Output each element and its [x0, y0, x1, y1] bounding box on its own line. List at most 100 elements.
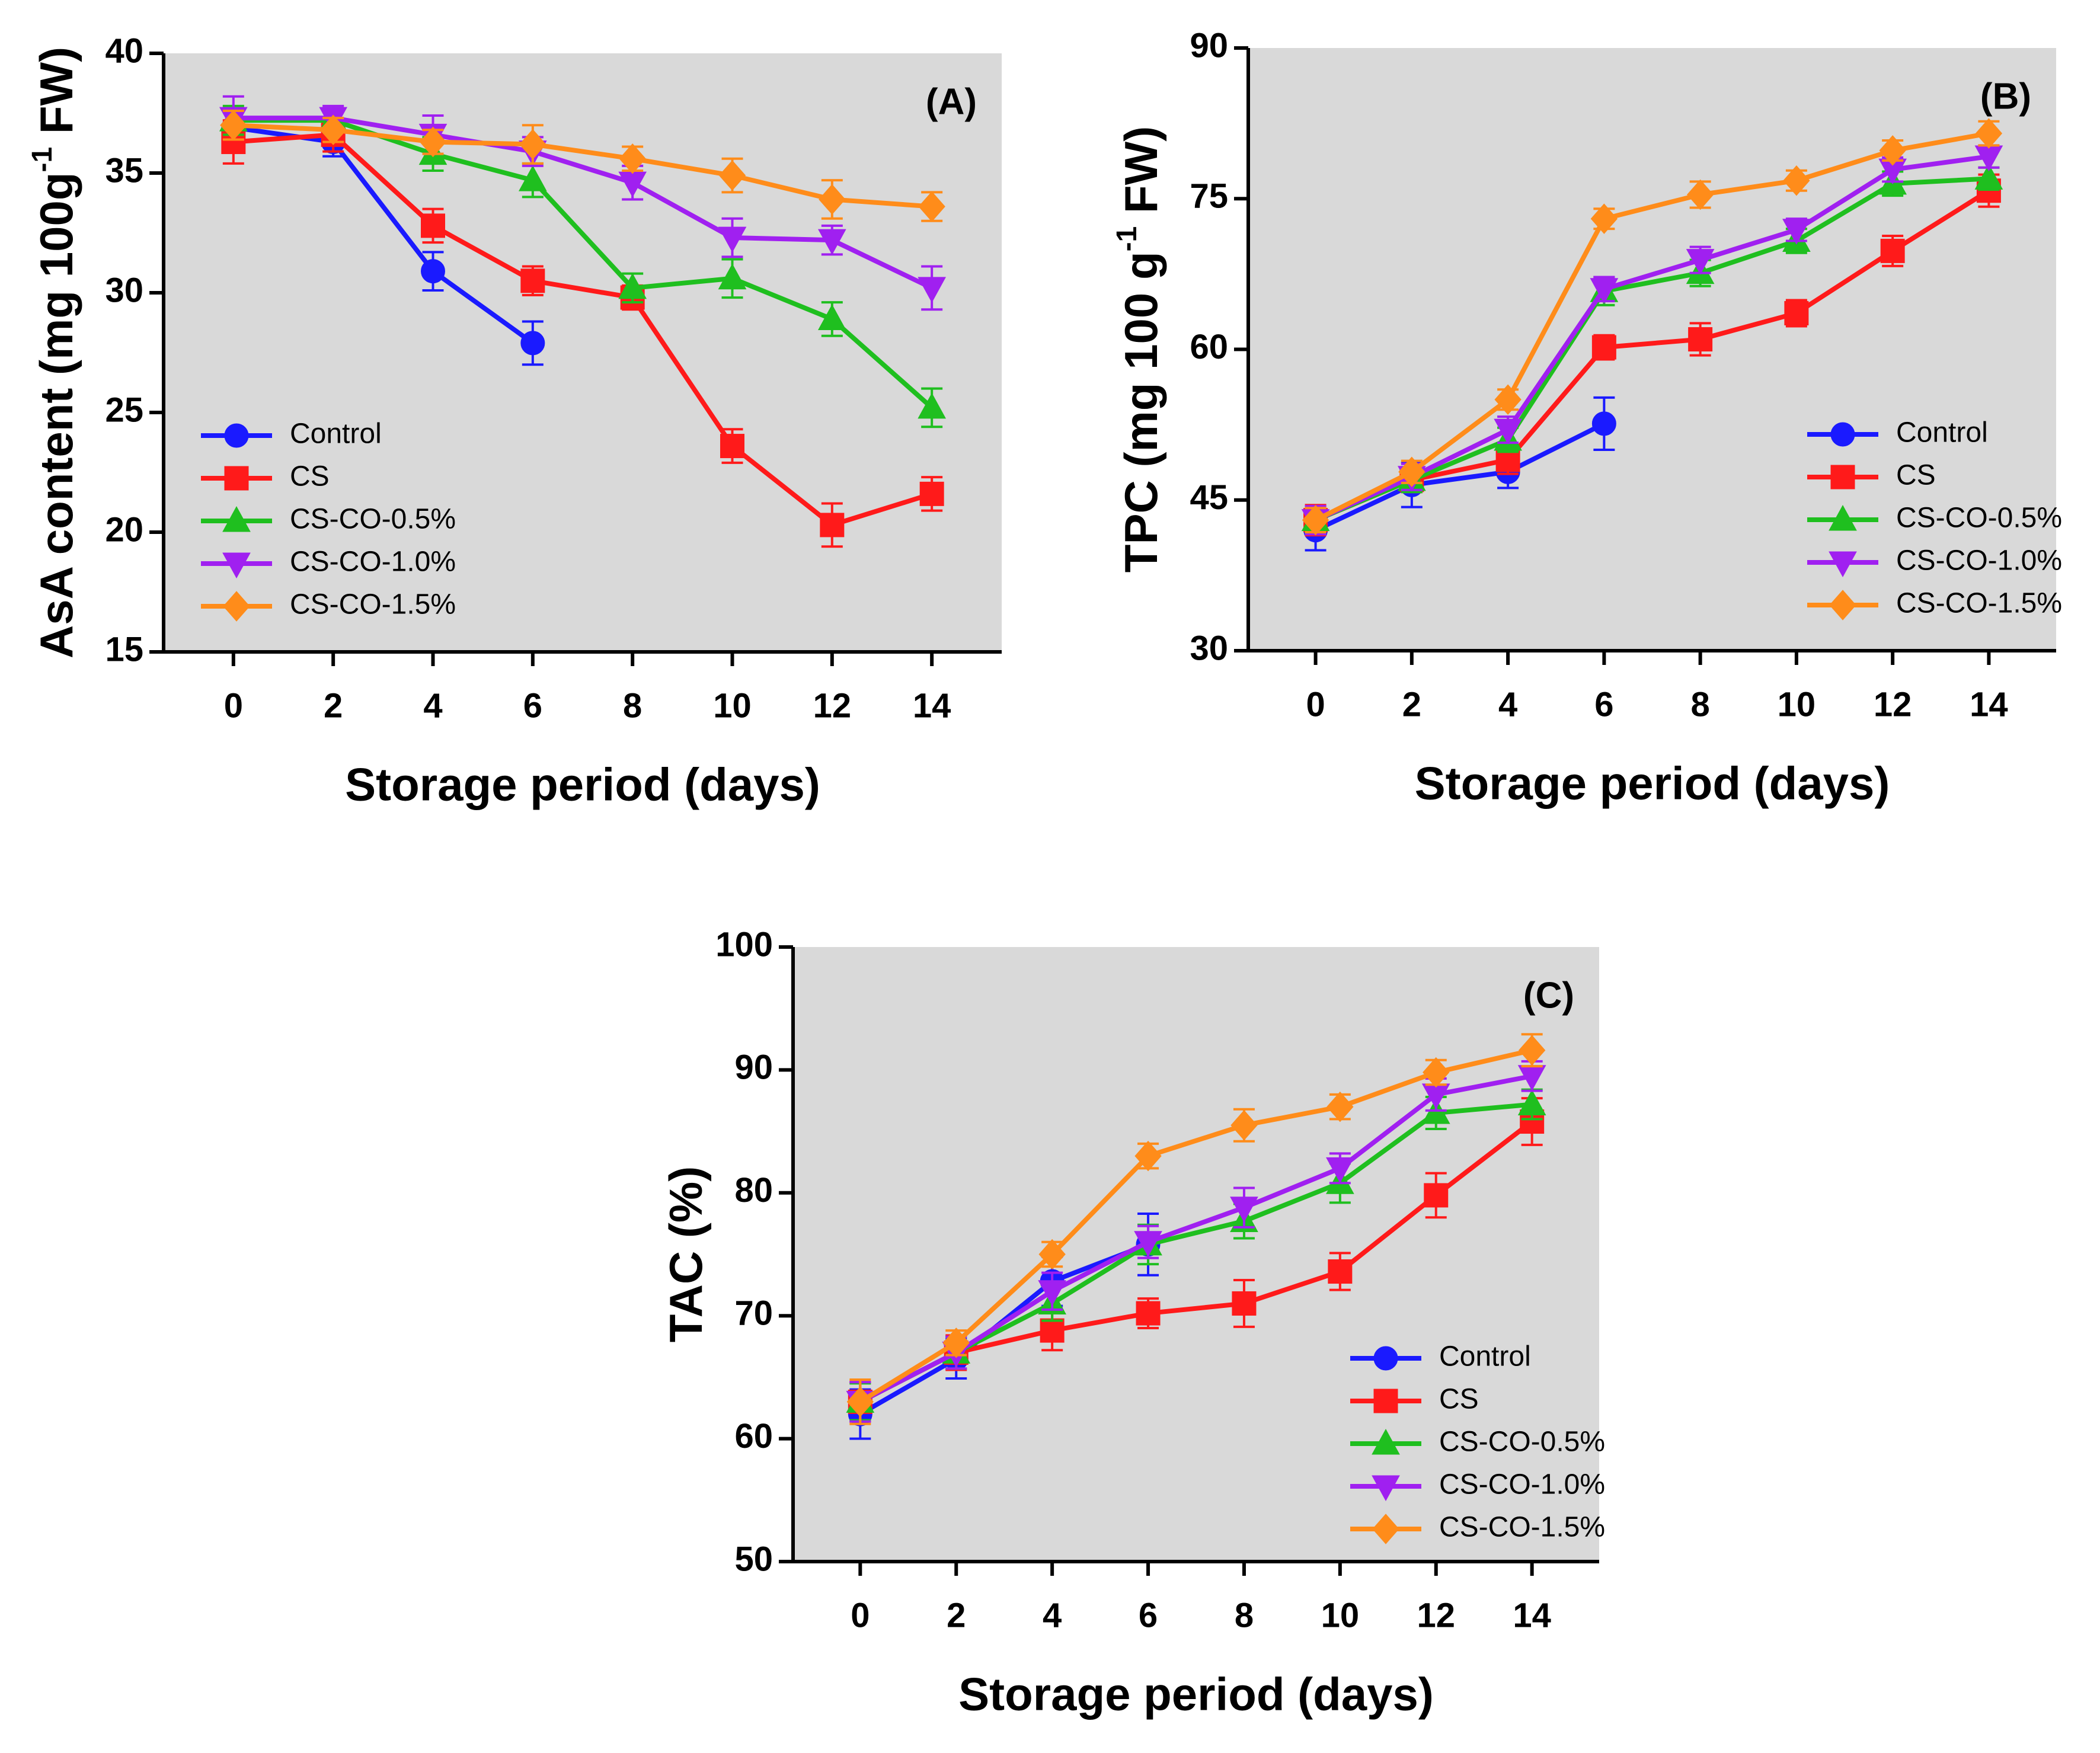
series [220, 109, 945, 222]
legend-label: CS-CO-0.5% [290, 504, 456, 535]
x-tick-label: 2 [324, 686, 343, 725]
legend-label: Control [1896, 417, 1988, 449]
marker [1326, 1157, 1354, 1183]
marker [319, 114, 347, 146]
series-line [1315, 188, 1990, 523]
marker [819, 184, 846, 215]
marker [1328, 1259, 1353, 1284]
marker [1230, 1109, 1258, 1141]
marker [1398, 456, 1425, 488]
marker [520, 268, 545, 293]
marker [1134, 1140, 1162, 1172]
marker [1782, 219, 1811, 245]
marker [619, 143, 646, 174]
marker [846, 1386, 874, 1418]
marker [1517, 1089, 1546, 1115]
series [1302, 118, 2003, 536]
y-axis-label: TPC (mg 100 g-1 FW) [1111, 126, 1166, 572]
marker [1879, 135, 1906, 166]
legend: Control CS CS-CO-0.5% CS-CO-1.0% CS-CO-1.5% [1807, 417, 2062, 620]
marker [520, 331, 545, 356]
marker [1974, 164, 2003, 190]
y-axis-label-part: -1 [1111, 226, 1143, 252]
marker [518, 165, 547, 191]
x-tick-label: 8 [1235, 1596, 1254, 1634]
marker [220, 110, 247, 140]
panel-label: (C) [1523, 975, 1574, 1016]
marker [222, 552, 251, 579]
series-line [1314, 131, 1990, 523]
y-tick-label: 90 [1190, 26, 1228, 65]
x-tick-label: 8 [623, 686, 642, 725]
series-line [233, 116, 933, 290]
y-tick-label: 30 [1190, 629, 1228, 667]
marker [918, 191, 945, 222]
x-tick-label: 0 [224, 686, 243, 725]
x-tick-label: 12 [1417, 1596, 1456, 1634]
marker [817, 304, 846, 330]
panel: 15 20 25 30 35 40 0 2 4 6 8 10 12 14 Storage period (d… [27, 31, 1002, 811]
plot-area [1248, 48, 2056, 651]
panel: 50 60 70 80 90 100 0 2 4 6 8 10 12 14 Storage period (… [660, 925, 1605, 1720]
y-tick-label: 30 [105, 271, 143, 309]
y-tick-label: 15 [105, 630, 143, 668]
panel: 30 45 60 75 90 0 2 4 6 8 10 12 14 Storage period (day… [1111, 26, 2062, 809]
marker [1494, 384, 1522, 415]
y-tick-label: 60 [1190, 328, 1228, 366]
marker [718, 160, 746, 191]
marker [1424, 1183, 1449, 1208]
legend-label: CS-CO-1.5% [1439, 1512, 1605, 1543]
x-tick-label: 14 [913, 686, 951, 725]
marker [1784, 300, 1809, 325]
marker [1829, 590, 1856, 620]
x-tick-label: 4 [1043, 1596, 1062, 1634]
marker [1829, 551, 1857, 578]
legend-label: Control [1439, 1341, 1531, 1373]
series-line [859, 1119, 1534, 1404]
y-tick-label: 60 [734, 1417, 773, 1455]
marker [1590, 278, 1619, 304]
series-line [1314, 154, 1989, 523]
marker [718, 226, 747, 253]
marker [1783, 165, 1810, 196]
marker [1134, 1231, 1162, 1257]
marker [618, 273, 647, 299]
x-tick-label: 0 [1306, 685, 1325, 724]
marker [421, 259, 445, 284]
x-tick-label: 12 [1874, 685, 1912, 724]
marker [1590, 203, 1618, 234]
x-tick-label: 2 [1402, 685, 1421, 724]
marker [1372, 1428, 1400, 1455]
legend-label: Control [290, 418, 382, 450]
x-tick-label: 0 [851, 1596, 870, 1634]
marker [1591, 411, 1616, 436]
legend: Control CS CS-CO-0.5% CS-CO-1.0% CS-CO-1.5% [1350, 1341, 1605, 1544]
x-tick-label: 4 [423, 686, 442, 725]
x-axis-label: Storage period (days) [345, 759, 820, 811]
marker [1829, 504, 1857, 531]
series-line [1315, 176, 1989, 523]
marker [224, 466, 249, 491]
marker [1232, 1291, 1257, 1316]
x-tick-label: 4 [1498, 685, 1517, 724]
series-line [859, 1073, 1533, 1404]
marker [1373, 1389, 1398, 1413]
legend-label: CS [1439, 1384, 1479, 1415]
x-tick-label: 14 [1513, 1596, 1551, 1634]
y-axis-label: AsA content (mg 100g-1 FW) [27, 47, 82, 658]
x-tick-label: 14 [1970, 685, 2008, 724]
x-tick-label: 10 [1321, 1596, 1360, 1634]
marker [1302, 504, 1329, 536]
series [219, 104, 947, 428]
marker [1040, 1318, 1065, 1343]
marker [720, 434, 744, 459]
marker [718, 263, 747, 290]
y-axis-label-part: -1 [27, 147, 58, 172]
marker [519, 129, 546, 160]
marker [1230, 1197, 1258, 1223]
y-tick-label: 50 [734, 1540, 773, 1578]
marker [421, 213, 445, 238]
marker [1038, 1280, 1066, 1306]
y-tick-label: 70 [734, 1294, 773, 1333]
